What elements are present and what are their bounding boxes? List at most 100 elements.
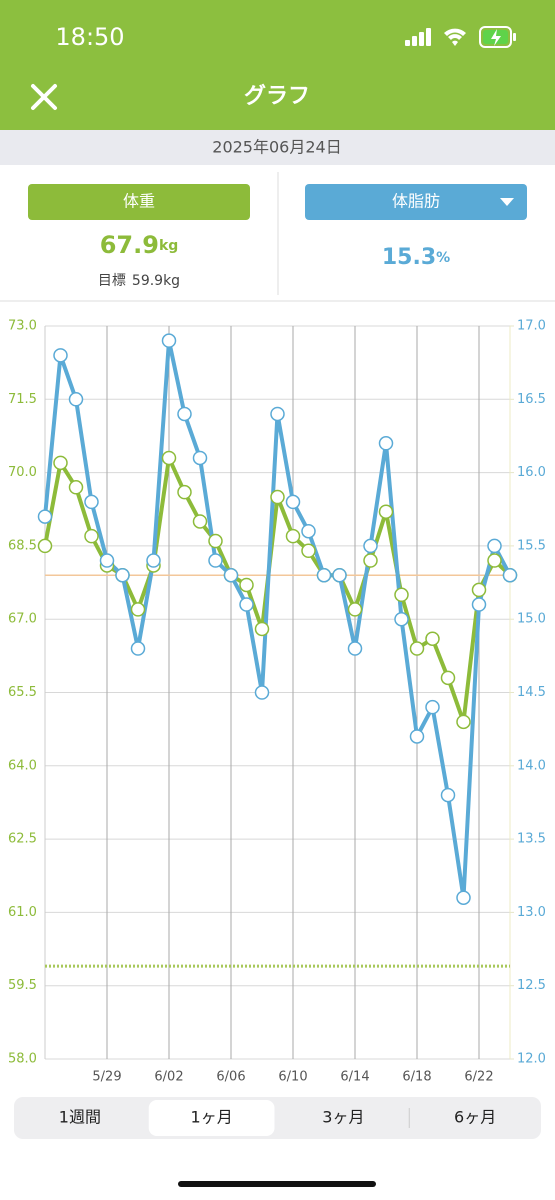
- tab[interactable]: 1週間: [59, 1108, 101, 1127]
- y2-tick-label: 12.0: [517, 1052, 546, 1067]
- fat-value: 15.3%: [382, 245, 450, 270]
- weight-button[interactable]: [28, 184, 250, 220]
- data-point: [68, 392, 84, 407]
- y2-tick-label: 16.0: [517, 465, 546, 480]
- data-point: [84, 494, 99, 510]
- y2-tick-label: 14.0: [517, 758, 546, 773]
- fat-button-label: 体脂肪: [392, 192, 440, 211]
- x-tick-label: 6/18: [402, 1070, 431, 1085]
- y2-tick-label: 12.5: [517, 978, 546, 993]
- data-point: [363, 553, 378, 568]
- date: 2025年06月24日: [212, 138, 341, 157]
- data-point: [471, 582, 487, 598]
- tab[interactable]: 3ヶ月: [322, 1108, 364, 1127]
- x-tick-label: 6/06: [216, 1070, 245, 1085]
- tab[interactable]: 6ヶ月: [454, 1108, 496, 1127]
- data-point: [378, 436, 394, 451]
- dropdown-arrow: [500, 198, 514, 206]
- fat-button[interactable]: [305, 184, 527, 220]
- data-point: [270, 489, 285, 505]
- data-point: [440, 787, 456, 803]
- data-point: [285, 494, 301, 510]
- data-point: [37, 538, 53, 554]
- status-icons: [405, 26, 516, 48]
- y2-tick-label: 15.0: [517, 612, 546, 627]
- data-point: [487, 538, 502, 554]
- data-point: [146, 553, 161, 568]
- y-tick-label: 65.5: [8, 685, 37, 700]
- y2-tick-label: 17.0: [517, 319, 546, 334]
- x-tick-label: 6/02: [154, 1070, 183, 1085]
- tab[interactable]: 1ヶ月: [191, 1108, 233, 1127]
- header-bg: [0, 0, 555, 130]
- y-tick-label: 61.0: [8, 905, 37, 920]
- data-point: [68, 480, 84, 495]
- data-point: [394, 611, 409, 627]
- data-point: [456, 714, 471, 730]
- header-title: グラフ: [244, 83, 310, 109]
- data-point: [53, 455, 68, 471]
- data-point: [456, 890, 471, 905]
- y2-tick-label: 13.0: [517, 905, 546, 920]
- tab-bar: [14, 1097, 541, 1139]
- y2-tick-label: 16.5: [517, 392, 546, 407]
- y-tick-label: 70.0: [8, 465, 37, 480]
- close-button[interactable]: [31, 84, 57, 110]
- y-tick-label: 58.0: [8, 1052, 37, 1067]
- data-point: [223, 567, 239, 583]
- data-point: [239, 577, 254, 593]
- y2-tick-label: 15.5: [517, 538, 546, 553]
- data-point: [161, 333, 177, 348]
- y2-tick-label: 13.5: [517, 832, 546, 847]
- data-point: [487, 553, 502, 568]
- data-point: [254, 621, 270, 637]
- data-point: [270, 406, 285, 422]
- data-point: [177, 484, 192, 500]
- data-point: [409, 641, 425, 656]
- data-point: [347, 602, 363, 617]
- data-point: [84, 528, 99, 544]
- data-point: [285, 528, 301, 544]
- goal: 目標 59.9kg: [98, 273, 180, 289]
- data-point: [192, 450, 208, 466]
- data-point: [363, 538, 378, 554]
- x-tick-label: 5/29: [92, 1070, 121, 1085]
- y-tick-label: 71.5: [8, 392, 37, 407]
- data-point: [409, 729, 425, 744]
- data-point: [425, 699, 440, 715]
- y-tick-label: 68.5: [8, 538, 37, 553]
- plot: 58.0 59.5 61.0 62.5 64.0 65.5 67.0 68.5 70.0 71.5…: [8, 319, 546, 1085]
- data-point: [378, 504, 394, 519]
- data-point: [301, 523, 316, 539]
- y-tick-label: 62.5: [8, 832, 37, 847]
- y2-tick-label: 14.5: [517, 685, 546, 700]
- data-point: [208, 553, 223, 568]
- y-tick-label: 67.0: [8, 612, 37, 627]
- data-point: [301, 543, 316, 559]
- data-point: [161, 450, 177, 466]
- data-point: [239, 597, 254, 612]
- x-tick-label: 6/10: [278, 1070, 307, 1085]
- data-point: [316, 567, 332, 583]
- data-point: [440, 670, 456, 686]
- status-time: 18:50: [55, 23, 124, 51]
- data-point: [425, 631, 440, 646]
- data-point: [347, 641, 363, 656]
- data-point: [177, 406, 192, 422]
- data-point: [130, 602, 146, 617]
- data-point: [394, 587, 409, 603]
- data-point: [115, 567, 130, 583]
- x-tick-label: 6/14: [340, 1070, 369, 1085]
- data-point: [332, 567, 347, 583]
- tab-selected: [148, 1100, 275, 1136]
- data-point: [502, 567, 518, 583]
- data-point: [208, 533, 223, 549]
- date-bar: [0, 130, 555, 165]
- x-tick-label: 6/22: [464, 1070, 493, 1085]
- home-indicator: [178, 1181, 376, 1187]
- data-point: [471, 597, 487, 612]
- y-tick-label: 64.0: [8, 758, 37, 773]
- y-tick-label: 73.0: [8, 319, 37, 334]
